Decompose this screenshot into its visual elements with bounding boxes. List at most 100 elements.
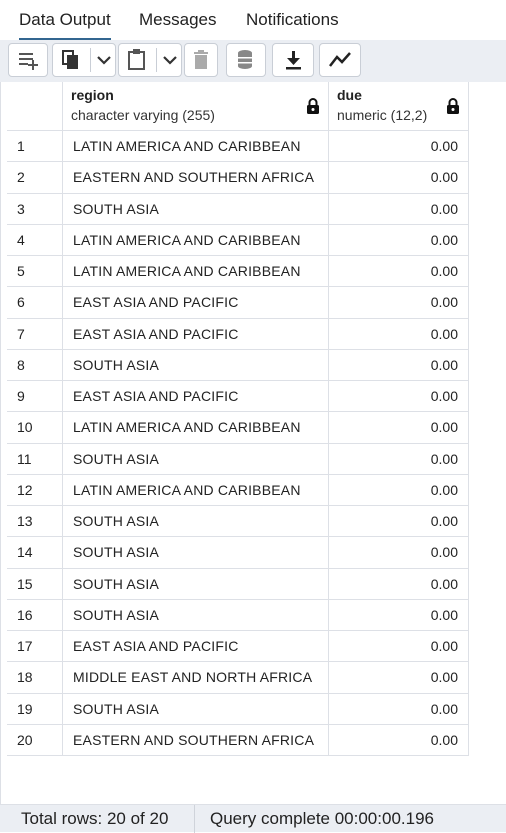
row-number[interactable]: 15 xyxy=(7,568,63,600)
table-row[interactable]: 17 EAST ASIA AND PACIFIC 0.00 xyxy=(7,631,469,663)
row-number[interactable]: 20 xyxy=(7,724,63,756)
cell-due[interactable]: 0.00 xyxy=(329,287,469,319)
cell-due[interactable]: 0.00 xyxy=(329,443,469,475)
cell-region[interactable]: EAST ASIA AND PACIFIC xyxy=(63,318,329,350)
paste-button[interactable] xyxy=(118,43,182,77)
tab-messages[interactable]: Messages xyxy=(139,10,217,29)
cell-due[interactable]: 0.00 xyxy=(329,568,469,600)
cell-due[interactable]: 0.00 xyxy=(329,631,469,663)
cell-due[interactable]: 0.00 xyxy=(329,693,469,725)
cell-region[interactable]: EASTERN AND SOUTHERN AFRICA xyxy=(63,162,329,194)
cell-region[interactable]: LATIN AMERICA AND CARIBBEAN xyxy=(63,224,329,256)
cell-region[interactable]: EAST ASIA AND PACIFIC xyxy=(63,631,329,663)
cell-due[interactable]: 0.00 xyxy=(329,131,469,163)
download-icon xyxy=(286,51,301,70)
table-row[interactable]: 14 SOUTH ASIA 0.00 xyxy=(7,537,469,569)
cell-region[interactable]: SOUTH ASIA xyxy=(63,599,329,631)
table-row[interactable]: 7 EAST ASIA AND PACIFIC 0.00 xyxy=(7,318,469,350)
cell-region[interactable]: SOUTH ASIA xyxy=(63,568,329,600)
row-number[interactable]: 14 xyxy=(7,537,63,569)
copy-button[interactable] xyxy=(52,43,116,77)
row-number[interactable]: 13 xyxy=(7,506,63,538)
row-number[interactable]: 9 xyxy=(7,381,63,413)
row-number[interactable]: 16 xyxy=(7,599,63,631)
cell-region[interactable]: MIDDLE EAST AND NORTH AFRICA xyxy=(63,662,329,694)
chevron-down-icon[interactable] xyxy=(93,44,115,76)
row-number[interactable]: 8 xyxy=(7,349,63,381)
table-row[interactable]: 10 LATIN AMERICA AND CARIBBEAN 0.00 xyxy=(7,412,469,444)
row-number[interactable]: 5 xyxy=(7,256,63,288)
cell-region[interactable]: SOUTH ASIA xyxy=(63,506,329,538)
table-row[interactable]: 13 SOUTH ASIA 0.00 xyxy=(7,506,469,538)
tab-data-output[interactable]: Data Output xyxy=(19,0,111,41)
cell-region[interactable]: LATIN AMERICA AND CARIBBEAN xyxy=(63,131,329,163)
row-number[interactable]: 1 xyxy=(7,131,63,163)
cell-due[interactable]: 0.00 xyxy=(329,224,469,256)
download-button[interactable] xyxy=(272,43,314,77)
status-divider xyxy=(194,805,195,833)
row-number[interactable]: 10 xyxy=(7,412,63,444)
cell-due[interactable]: 0.00 xyxy=(329,381,469,413)
cell-due[interactable]: 0.00 xyxy=(329,162,469,194)
cell-due[interactable]: 0.00 xyxy=(329,318,469,350)
cell-due[interactable]: 0.00 xyxy=(329,662,469,694)
save-data-button[interactable] xyxy=(226,43,266,77)
tab-notifications[interactable]: Notifications xyxy=(246,10,339,29)
cell-due[interactable]: 0.00 xyxy=(329,349,469,381)
row-number[interactable]: 2 xyxy=(7,162,63,194)
cell-due[interactable]: 0.00 xyxy=(329,412,469,444)
table-row[interactable]: 4 LATIN AMERICA AND CARIBBEAN 0.00 xyxy=(7,224,469,256)
table-row[interactable]: 20 EASTERN AND SOUTHERN AFRICA 0.00 xyxy=(7,724,469,756)
table-row[interactable]: 8 SOUTH ASIA 0.00 xyxy=(7,349,469,381)
cell-region[interactable]: SOUTH ASIA xyxy=(63,349,329,381)
row-number[interactable]: 19 xyxy=(7,693,63,725)
cell-region[interactable]: LATIN AMERICA AND CARIBBEAN xyxy=(63,474,329,506)
cell-region[interactable]: EAST ASIA AND PACIFIC xyxy=(63,287,329,319)
table-row[interactable]: 15 SOUTH ASIA 0.00 xyxy=(7,568,469,600)
row-number[interactable]: 7 xyxy=(7,318,63,350)
cell-due[interactable]: 0.00 xyxy=(329,599,469,631)
row-number[interactable]: 11 xyxy=(7,443,63,475)
row-number[interactable]: 3 xyxy=(7,193,63,225)
table-row[interactable]: 2 EASTERN AND SOUTHERN AFRICA 0.00 xyxy=(7,162,469,194)
cell-due[interactable]: 0.00 xyxy=(329,474,469,506)
row-number[interactable]: 17 xyxy=(7,631,63,663)
result-grid: region character varying (255) due numer… xyxy=(0,82,506,804)
table-row[interactable]: 12 LATIN AMERICA AND CARIBBEAN 0.00 xyxy=(7,474,469,506)
cell-region[interactable]: LATIN AMERICA AND CARIBBEAN xyxy=(63,256,329,288)
cell-region[interactable]: SOUTH ASIA xyxy=(63,443,329,475)
row-number[interactable]: 18 xyxy=(7,662,63,694)
row-number[interactable]: 6 xyxy=(7,287,63,319)
chevron-down-icon[interactable] xyxy=(159,44,181,76)
table-row[interactable]: 18 MIDDLE EAST AND NORTH AFRICA 0.00 xyxy=(7,662,469,694)
cell-region[interactable]: SOUTH ASIA xyxy=(63,693,329,725)
table-row[interactable]: 5 LATIN AMERICA AND CARIBBEAN 0.00 xyxy=(7,256,469,288)
table-row[interactable]: 9 EAST ASIA AND PACIFIC 0.00 xyxy=(7,381,469,413)
table-row[interactable]: 11 SOUTH ASIA 0.00 xyxy=(7,443,469,475)
table-row[interactable]: 19 SOUTH ASIA 0.00 xyxy=(7,693,469,725)
row-number[interactable]: 12 xyxy=(7,474,63,506)
total-rows: Total rows: 20 of 20 xyxy=(21,809,169,828)
table-row[interactable]: 3 SOUTH ASIA 0.00 xyxy=(7,193,469,225)
cell-due[interactable]: 0.00 xyxy=(329,724,469,756)
table-row[interactable]: 16 SOUTH ASIA 0.00 xyxy=(7,599,469,631)
row-number[interactable]: 4 xyxy=(7,224,63,256)
cell-due[interactable]: 0.00 xyxy=(329,193,469,225)
column-header-region[interactable]: region character varying (255) xyxy=(63,82,329,131)
cell-due[interactable]: 0.00 xyxy=(329,256,469,288)
cell-region[interactable]: LATIN AMERICA AND CARIBBEAN xyxy=(63,412,329,444)
table-row[interactable]: 1 LATIN AMERICA AND CARIBBEAN 0.00 xyxy=(7,131,469,163)
column-header-due[interactable]: due numeric (12,2) xyxy=(329,82,469,131)
graph-icon xyxy=(329,52,351,67)
cell-due[interactable]: 0.00 xyxy=(329,537,469,569)
graph-button[interactable] xyxy=(319,43,361,77)
cell-region[interactable]: EASTERN AND SOUTHERN AFRICA xyxy=(63,724,329,756)
delete-button[interactable] xyxy=(184,43,218,77)
save-data-icon xyxy=(238,50,252,69)
table-row[interactable]: 6 EAST ASIA AND PACIFIC 0.00 xyxy=(7,287,469,319)
cell-due[interactable]: 0.00 xyxy=(329,506,469,538)
add-row-button[interactable] xyxy=(8,43,48,77)
cell-region[interactable]: SOUTH ASIA xyxy=(63,537,329,569)
cell-region[interactable]: EAST ASIA AND PACIFIC xyxy=(63,381,329,413)
cell-region[interactable]: SOUTH ASIA xyxy=(63,193,329,225)
